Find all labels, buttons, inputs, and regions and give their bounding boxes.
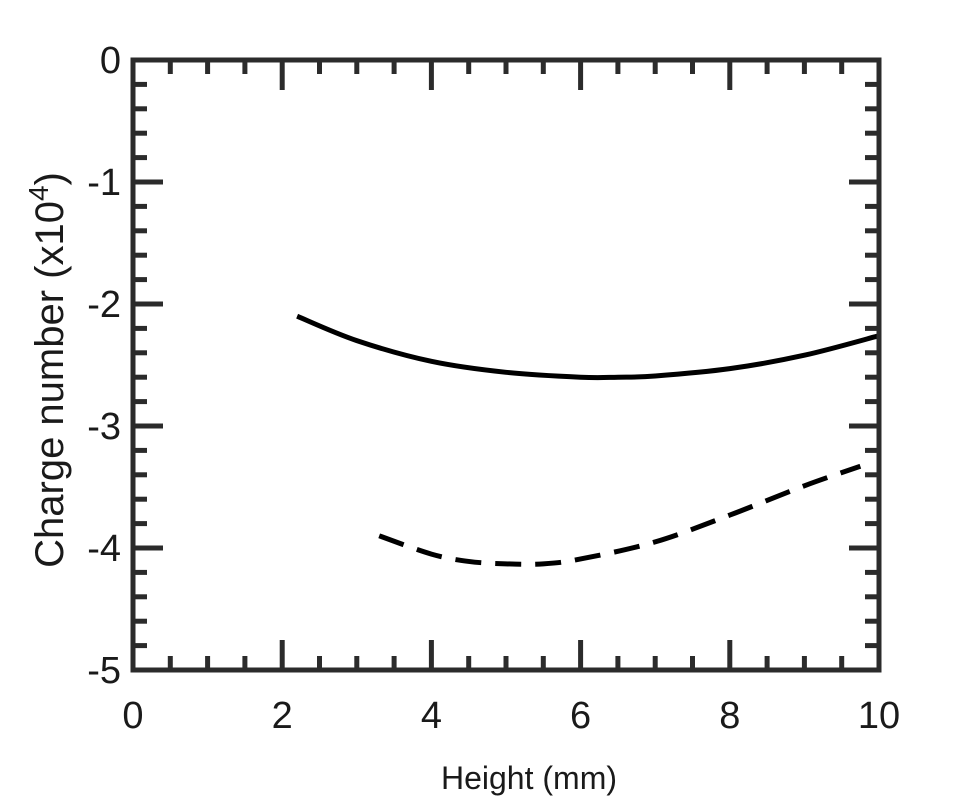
x-axis-title: Height (mm) (441, 760, 617, 796)
y-tick-label: -2 (87, 284, 121, 326)
y-axis-title-exponent: 4 (23, 185, 54, 201)
y-tick-label: 0 (100, 40, 121, 82)
x-tick-label: 8 (719, 695, 740, 737)
x-tick-labels: 0 2 4 6 8 10 (122, 695, 900, 737)
y-axis-title-close: ) (28, 172, 72, 185)
plot-frame (130, 57, 882, 673)
y-tick-label: -5 (87, 650, 121, 692)
x-tick-label: 2 (272, 695, 293, 737)
dashed-series-line (378, 463, 862, 567)
solid-series-line (296, 313, 880, 381)
y-tick-labels: 0 -1 -2 -3 -4 -5 (87, 40, 121, 692)
x-tick-label: 10 (858, 695, 900, 737)
y-tick-label: -4 (87, 528, 121, 570)
series-layer (296, 313, 880, 567)
y-tick-label: -1 (87, 162, 121, 204)
x-tick-label: 6 (570, 695, 591, 737)
y-axis-title: Charge number (x104) (23, 172, 73, 568)
y-axis-title-main: Charge number (x10 (28, 201, 72, 568)
y-tick-label: -3 (87, 406, 121, 448)
x-tick-label: 0 (122, 695, 143, 737)
x-tick-label: 4 (421, 695, 442, 737)
